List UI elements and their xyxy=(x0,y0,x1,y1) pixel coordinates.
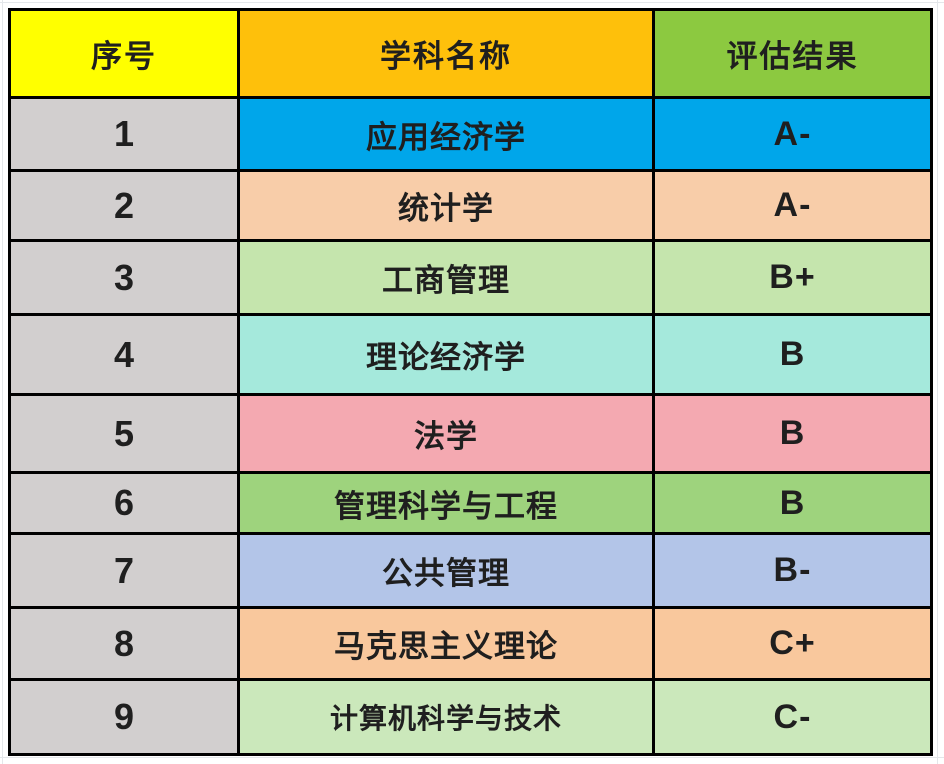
header-row: 序号 学科名称 评估结果 xyxy=(8,8,933,99)
result-cell: B+ xyxy=(652,239,933,316)
row-number-cell: 7 xyxy=(8,532,240,609)
result-cell: A- xyxy=(652,169,933,242)
row-number-cell: 6 xyxy=(8,471,240,535)
faint-gridline-right xyxy=(937,0,938,764)
result-cell: C+ xyxy=(652,606,933,681)
result-cell: A- xyxy=(652,96,933,172)
row-number-cell: 5 xyxy=(8,393,240,474)
table-row: 3 工商管理 B+ xyxy=(8,239,933,316)
table-row: 4 理论经济学 B xyxy=(8,313,933,396)
result-cell: B- xyxy=(652,532,933,609)
row-number-cell: 9 xyxy=(8,678,240,756)
row-number-cell: 3 xyxy=(8,239,240,316)
table-row: 8 马克思主义理论 C+ xyxy=(8,606,933,681)
subject-cell: 公共管理 xyxy=(237,532,655,609)
col-header-subject: 学科名称 xyxy=(237,8,655,99)
result-cell: B xyxy=(652,471,933,535)
result-cell: B xyxy=(652,313,933,396)
result-cell: B xyxy=(652,393,933,474)
subject-evaluation-table: 序号 学科名称 评估结果 1 应用经济学 A- 2 统计学 A- 3 工商管理 … xyxy=(8,8,933,756)
subject-cell: 工商管理 xyxy=(237,239,655,316)
table-row: 2 统计学 A- xyxy=(8,169,933,242)
faint-gridline-bottom xyxy=(0,757,944,758)
subject-cell: 应用经济学 xyxy=(237,96,655,172)
table-row: 7 公共管理 B- xyxy=(8,532,933,609)
subject-cell: 理论经济学 xyxy=(237,313,655,396)
subject-cell: 马克思主义理论 xyxy=(237,606,655,681)
row-number-cell: 8 xyxy=(8,606,240,681)
subject-cell: 管理科学与工程 xyxy=(237,471,655,535)
row-number-cell: 1 xyxy=(8,96,240,172)
row-number-cell: 4 xyxy=(8,313,240,396)
col-header-number: 序号 xyxy=(8,8,240,99)
table-row: 9 计算机科学与技术 C- xyxy=(8,678,933,756)
faint-gridline-top xyxy=(0,2,944,3)
table-row: 1 应用经济学 A- xyxy=(8,96,933,172)
result-cell: C- xyxy=(652,678,933,756)
subject-cell: 法学 xyxy=(237,393,655,474)
table-row: 6 管理科学与工程 B xyxy=(8,471,933,535)
table-row: 5 法学 B xyxy=(8,393,933,474)
subject-cell: 统计学 xyxy=(237,169,655,242)
faint-gridline-left xyxy=(2,0,3,764)
subject-cell: 计算机科学与技术 xyxy=(237,678,655,756)
col-header-result: 评估结果 xyxy=(652,8,933,99)
row-number-cell: 2 xyxy=(8,169,240,242)
